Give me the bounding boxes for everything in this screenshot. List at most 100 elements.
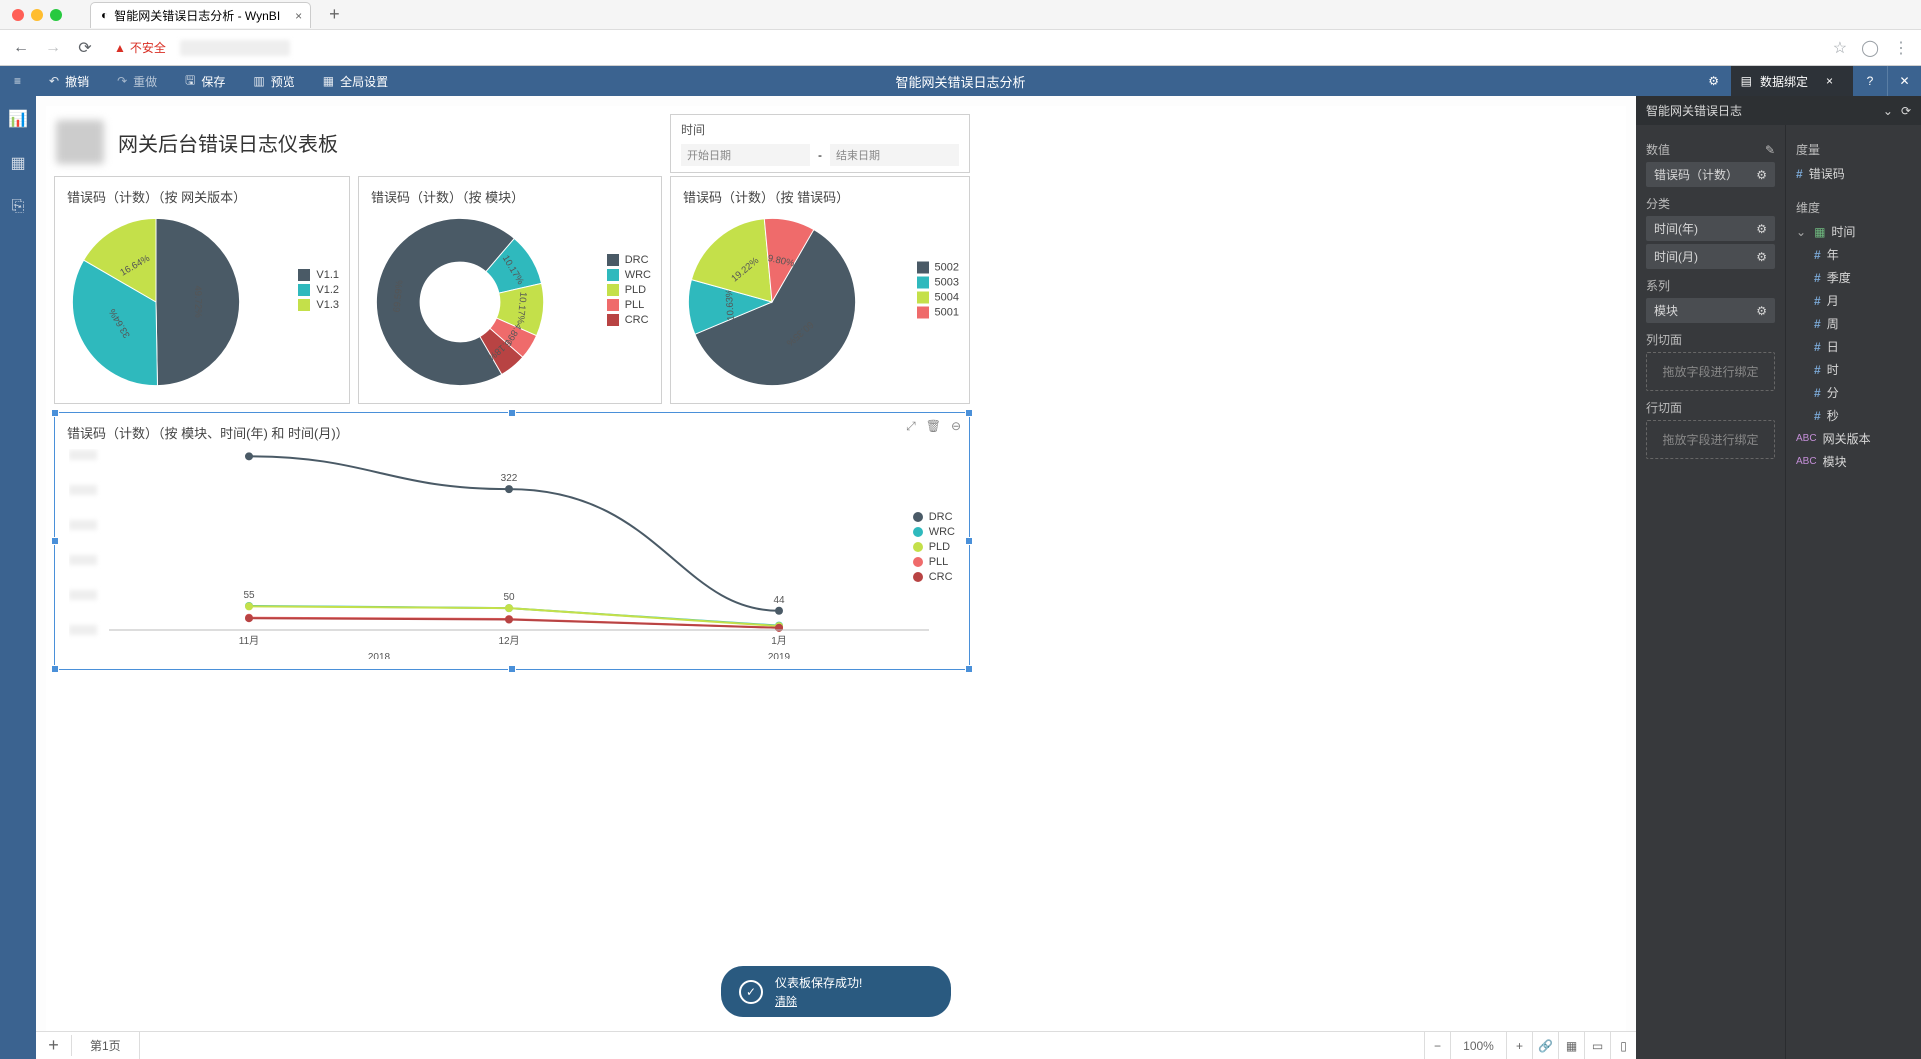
global-settings-button[interactable]: ▦全局设置 — [309, 66, 402, 96]
export-tool-icon[interactable]: ⎘ — [9, 198, 27, 216]
preview-button[interactable]: ▥预览 — [239, 66, 308, 96]
new-tab-button[interactable]: + — [329, 4, 340, 25]
chart-tool-icon[interactable]: 📊 — [9, 110, 27, 128]
end-date-input[interactable]: 结束日期 — [830, 144, 959, 166]
chart3-legend: 5002500350045001 — [917, 259, 959, 322]
nav-forward-icon[interactable]: → — [44, 39, 62, 57]
chart2-svg: 69.59%10.17%10.17%4.89%5.18% — [365, 207, 555, 397]
svg-text:55: 55 — [243, 590, 255, 601]
tablet-view-icon[interactable]: ▭ — [1584, 1032, 1610, 1059]
settings-gear-icon[interactable]: ⚙ — [1697, 66, 1731, 96]
redo-button[interactable]: ↷重做 — [103, 66, 171, 96]
field-time-季度[interactable]: #季度 — [1814, 266, 1911, 289]
field-time[interactable]: ⌄▦时间 — [1796, 220, 1911, 243]
page-bar: + 第1页 − 100% + 🔗 ▦ ▭ ▯ — [36, 1031, 1636, 1059]
svg-text:50: 50 — [503, 592, 515, 603]
zoom-out-button[interactable]: − — [1424, 1032, 1450, 1059]
expand-icon[interactable]: ⤢ — [906, 419, 916, 434]
mobile-view-icon[interactable]: ▯ — [1610, 1032, 1636, 1059]
tab-close-icon[interactable]: × — [295, 9, 302, 23]
svg-text:1月: 1月 — [771, 635, 787, 647]
series-chip[interactable]: 模块⚙ — [1646, 298, 1775, 323]
nav-reload-icon[interactable]: ⟳ — [76, 38, 94, 58]
delete-icon[interactable]: 🗑 — [926, 419, 941, 434]
chart4-legend: DRCWRCPLDPLLCRC — [913, 508, 955, 586]
category-chip-month[interactable]: 时间(月)⚙ — [1646, 244, 1775, 269]
gear-icon[interactable]: ⚙ — [1756, 304, 1767, 318]
link-icon[interactable]: 🔗 — [1532, 1032, 1558, 1059]
field-version[interactable]: ABC网关版本 — [1796, 427, 1911, 450]
chart2-legend: DRCWRCPLDPLLCRC — [607, 251, 651, 329]
save-button[interactable]: 🖫保存 — [171, 66, 239, 96]
field-errorcode[interactable]: #错误码 — [1796, 162, 1911, 185]
edit-icon[interactable]: ✎ — [1765, 143, 1775, 157]
col-dropzone[interactable]: 拖放字段进行绑定 — [1646, 352, 1775, 391]
app-title: 智能网关错误日志分析 — [895, 72, 1025, 91]
profile-icon[interactable]: ◯ — [1861, 38, 1879, 58]
window-min-dot[interactable] — [31, 9, 43, 21]
time-label: 时间 — [681, 121, 959, 138]
field-time-周[interactable]: #周 — [1814, 312, 1911, 335]
zoom-in-button[interactable]: + — [1506, 1032, 1532, 1059]
add-page-button[interactable]: + — [36, 1035, 72, 1056]
star-icon[interactable]: ☆ — [1833, 38, 1847, 58]
chevron-down-icon[interactable]: ⌄ — [1883, 104, 1893, 118]
browser-menu-icon[interactable]: ⋮ — [1893, 38, 1909, 58]
panel-close-icon[interactable]: × — [1816, 74, 1843, 88]
time-filter-card: 时间 开始日期 - 结束日期 — [670, 114, 970, 173]
field-time-秒[interactable]: #秒 — [1814, 404, 1911, 427]
field-time-分[interactable]: #分 — [1814, 381, 1911, 404]
chart4-title: 错误码（计数）（按 模块、时间(年) 和 时间(月)） — [55, 413, 969, 452]
browser-tab[interactable]: ◐ 智能网关错误日志分析 - WynBI × — [90, 2, 311, 28]
field-time-年[interactable]: #年 — [1814, 243, 1911, 266]
page-tab-1[interactable]: 第1页 — [72, 1032, 140, 1059]
window-max-dot[interactable] — [50, 9, 62, 21]
url-blurred[interactable] — [180, 40, 290, 56]
window-close-dot[interactable] — [12, 9, 24, 21]
more-icon[interactable]: ⊖ — [951, 419, 961, 434]
field-module[interactable]: ABC模块 — [1796, 450, 1911, 473]
data-binding-tab[interactable]: ▤ 数据绑定 × — [1731, 66, 1853, 96]
desktop-view-icon[interactable]: ▦ — [1558, 1032, 1584, 1059]
value-chip[interactable]: 错误码（计数）⚙ — [1646, 162, 1775, 187]
app-close-icon[interactable]: ✕ — [1887, 66, 1921, 96]
save-success-toast: ✓ 仪表板保存成功! 清除 — [721, 966, 951, 1017]
toast-clear-button[interactable]: 清除 — [775, 993, 923, 1009]
toast-message: 仪表板保存成功! — [775, 974, 923, 991]
gear-icon[interactable]: ⚙ — [1756, 222, 1767, 236]
start-date-input[interactable]: 开始日期 — [681, 144, 810, 166]
design-canvas-wrap: 网关后台错误日志仪表板 时间 开始日期 - 结束日期 错误码（计数）（按 网关版… — [36, 96, 1636, 1059]
category-chip-year[interactable]: 时间(年)⚙ — [1646, 216, 1775, 241]
gear-icon[interactable]: ⚙ — [1756, 168, 1767, 182]
tab-favicon: ◐ — [101, 8, 108, 22]
refresh-icon[interactable]: ⟳ — [1901, 104, 1911, 118]
row-dropzone[interactable]: 拖放字段进行绑定 — [1646, 420, 1775, 459]
field-time-时[interactable]: #时 — [1814, 358, 1911, 381]
dashboard-header: 网关后台错误日志仪表板 — [56, 120, 338, 164]
grid-tool-icon[interactable]: ▦ — [9, 154, 27, 172]
hamburger-button[interactable]: ≡ — [0, 66, 35, 96]
logo-blurred — [56, 120, 104, 164]
chart4-svg: 39732244555011月12月1月20182019 — [69, 449, 929, 659]
chart-card-version[interactable]: 错误码（计数）（按 网关版本） 49.72%33.64%16.64% V1.1V… — [54, 176, 350, 404]
field-time-月[interactable]: #月 — [1814, 289, 1911, 312]
dashboard-title: 网关后台错误日志仪表板 — [118, 128, 338, 157]
chart-card-errorcode[interactable]: 错误码（计数）（按 错误码） 60.35%10.63%19.22%9.80% 5… — [670, 176, 970, 404]
svg-text:49.72%: 49.72% — [192, 285, 203, 318]
nav-back-icon[interactable]: ← — [12, 39, 30, 57]
dashboard-canvas[interactable]: 网关后台错误日志仪表板 时间 开始日期 - 结束日期 错误码（计数）（按 网关版… — [46, 106, 1626, 1031]
dataset-selector[interactable]: 智能网关错误日志 ⌄⟳ — [1636, 96, 1921, 125]
chart-card-line-selected[interactable]: 错误码（计数）（按 模块、时间(年) 和 时间(月)） ⤢ 🗑 ⊖ 397322… — [54, 412, 970, 670]
chart1-legend: V1.1V1.2V1.3 — [298, 266, 339, 314]
data-binding-panel: 智能网关错误日志 ⌄⟳ 数值✎ 错误码（计数）⚙ 分类 时间(年)⚙ 时间(月)… — [1636, 96, 1921, 1059]
field-time-日[interactable]: #日 — [1814, 335, 1911, 358]
left-toolbar: 📊 ▦ ⎘ — [0, 96, 36, 1059]
check-icon: ✓ — [739, 980, 763, 1004]
binding-wells-column: 数值✎ 错误码（计数）⚙ 分类 时间(年)⚙ 时间(月)⚙ 系列 模块⚙ 列切面… — [1636, 125, 1786, 1059]
undo-button[interactable]: ↶撤销 — [35, 66, 103, 96]
tab-title: 智能网关错误日志分析 - WynBI — [114, 7, 280, 24]
chart-card-module[interactable]: 错误码（计数）（按 模块） 69.59%10.17%10.17%4.89%5.1… — [358, 176, 662, 404]
insecure-badge: ▲ 不安全 — [114, 39, 166, 56]
help-icon[interactable]: ? — [1853, 66, 1887, 96]
gear-icon[interactable]: ⚙ — [1756, 250, 1767, 264]
